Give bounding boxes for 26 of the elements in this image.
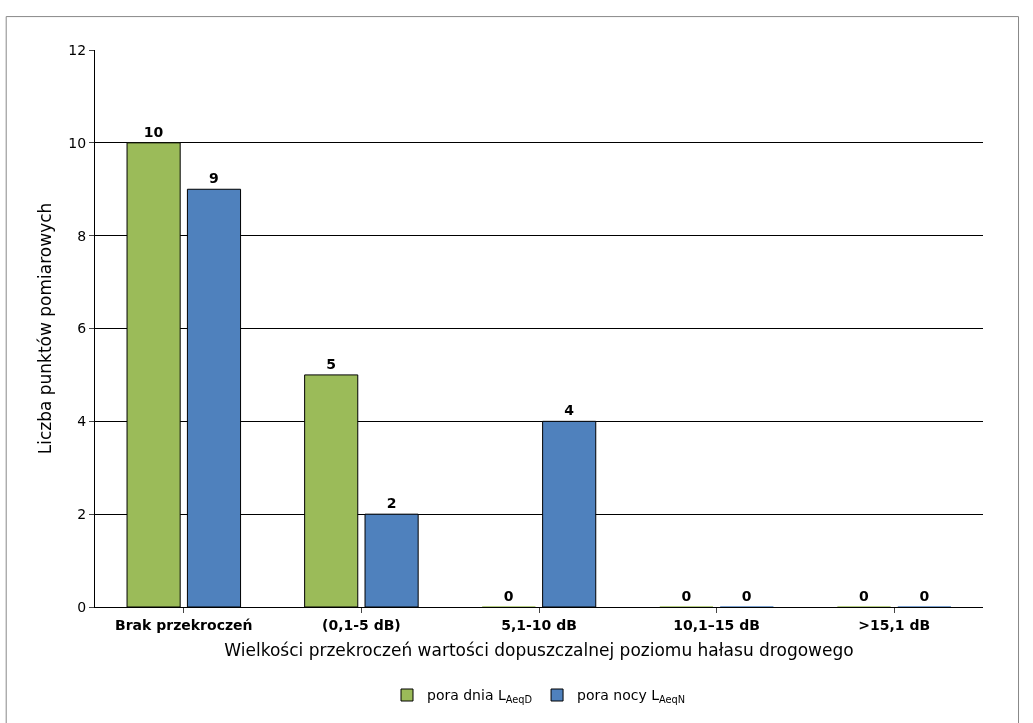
data-label: 9 bbox=[209, 170, 219, 187]
data-label: 0 bbox=[681, 588, 692, 604]
x-tick-label: (0,1-5 dB) bbox=[322, 616, 401, 633]
legend-label: pora dnia L$_{AeqD}$ bbox=[427, 687, 533, 706]
data-label: 0 bbox=[919, 588, 930, 604]
data-label: 2 bbox=[386, 495, 397, 512]
data-label: 5 bbox=[326, 355, 337, 372]
y-tick-label: 4 bbox=[77, 413, 87, 430]
y-tick-label: 12 bbox=[68, 41, 87, 58]
y-tick-label: 10 bbox=[68, 134, 87, 151]
x-tick-label: Brak przekroczeń bbox=[115, 616, 253, 633]
x-tick-label: 10,1–15 dB bbox=[673, 616, 760, 633]
y-tick-label: 2 bbox=[77, 506, 87, 523]
x-tick-label: 5,1-10 dB bbox=[501, 616, 577, 633]
y-tick-label: 0 bbox=[77, 598, 87, 615]
legend-label: pora nocy L$_{AeqN}$ bbox=[577, 687, 686, 706]
y-tick-label: 6 bbox=[77, 320, 87, 337]
y-tick-label: 8 bbox=[77, 227, 87, 244]
x-tick-label: >15,1 dB bbox=[858, 616, 931, 633]
data-label: 4 bbox=[564, 402, 575, 419]
data-label: 0 bbox=[741, 588, 752, 604]
data-label: 0 bbox=[503, 588, 514, 604]
y-axis-title: Liczba punktów pomiarowych bbox=[35, 202, 55, 455]
x-axis-title: Wielkości przekroczeń wartości dopuszczalnej poziomu hałasu drogowego bbox=[224, 640, 854, 661]
data-label: 10 bbox=[143, 123, 164, 140]
data-label: 0 bbox=[859, 588, 870, 604]
